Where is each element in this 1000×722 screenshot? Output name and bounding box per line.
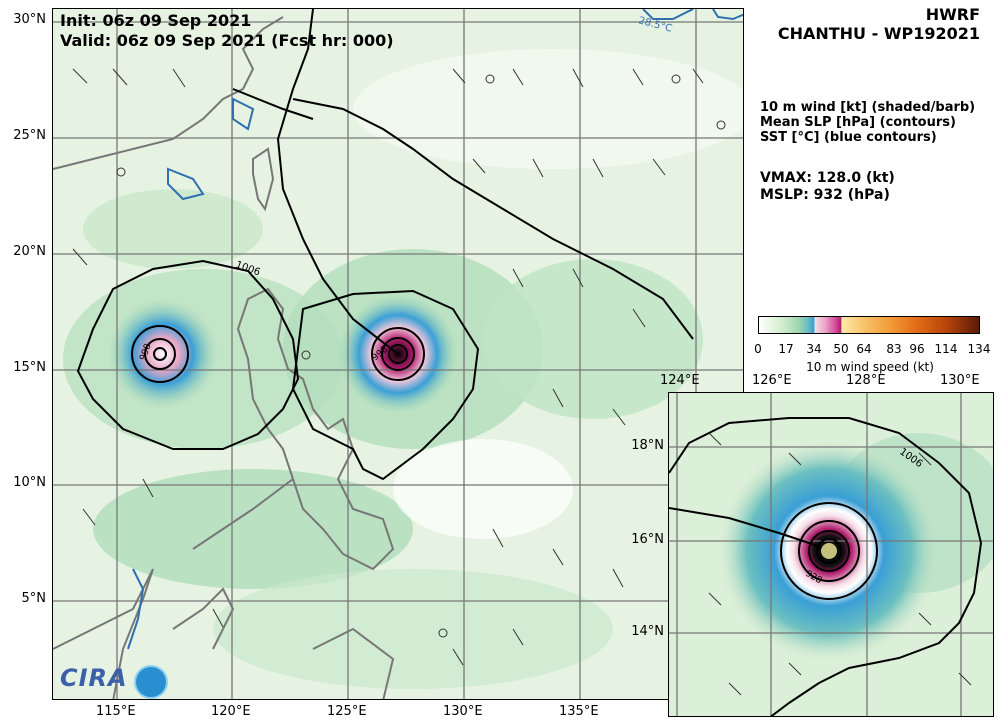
lat-label-5n: 5°N [21, 591, 47, 606]
init-valid-text: Init: 06z 09 Sep 2021 Valid: 06z 09 Sep … [60, 11, 394, 51]
lat-label-30n: 30°N [13, 12, 46, 27]
lat-lon-grid [53, 9, 743, 699]
cbar-tick-34: 34 [806, 342, 822, 356]
inset-map: 1006 928 [668, 392, 994, 717]
cbar-tick-17: 17 [778, 342, 794, 356]
cbar-tick-0: 0 [754, 342, 762, 356]
inset-lon-label-126e: 126°E [752, 373, 792, 388]
vmax-value: VMAX: 128.0 (kt) [760, 170, 895, 186]
title-block: HWRF CHANTHU - WP192021 [778, 5, 980, 43]
main-map: 1006 998 998 28.5°C [52, 8, 744, 700]
main-map-svg: 1006 998 998 28.5°C [53, 9, 743, 699]
inset-lat-label-18n: 18°N [631, 438, 664, 453]
legend-wind: 10 m wind [kt] (shaded/barb) [760, 100, 976, 115]
valid-time: Valid: 06z 09 Sep 2021 (Fcst hr: 000) [60, 31, 394, 50]
lon-label-135e: 135°E [559, 704, 599, 719]
west-storm-wind [108, 299, 218, 409]
ramm-logo-icon [134, 665, 168, 699]
lat-label-15n: 15°N [13, 360, 46, 375]
lat-label-20n: 20°N [13, 244, 46, 259]
cbar-tick-114: 114 [934, 342, 958, 356]
intensity-block: VMAX: 128.0 (kt) MSLP: 932 (hPa) [760, 170, 895, 204]
init-time: Init: 06z 09 Sep 2021 [60, 11, 252, 30]
coastlines [53, 16, 395, 699]
legend-sst: SST [°C] (blue contours) [760, 130, 937, 145]
storm-name: CHANTHU - WP192021 [777, 24, 980, 43]
markers [116, 74, 726, 638]
model-name: HWRF [925, 5, 980, 24]
wind-barbs [72, 68, 704, 666]
field-legend: 10 m wind [kt] (shaded/barb) Mean SLP [h… [760, 100, 975, 145]
colorbar-label: 10 m wind speed (kt) [806, 360, 934, 374]
inset-lon-label-130e: 130°E [940, 373, 980, 388]
inset-lon-label-124e: 124°E [660, 373, 700, 388]
cbar-tick-134: 134 [967, 342, 991, 356]
inset-mslp-contours [669, 417, 983, 716]
mslp-value: MSLP: 932 (hPa) [760, 187, 890, 203]
cbar-tick-83: 83 [886, 342, 902, 356]
cbar-tick-64: 64 [856, 342, 872, 356]
contour-chanthu-outer [371, 327, 425, 381]
inset-contour-outer [780, 502, 878, 600]
cbar-tick-96: 96 [909, 342, 925, 356]
lon-label-125e: 125°E [327, 704, 367, 719]
inset-lat-label-14n: 14°N [631, 624, 664, 639]
lon-label-115e: 115°E [96, 704, 136, 719]
lon-label-120e: 120°E [211, 704, 251, 719]
contour-1006-chanthu [291, 289, 480, 481]
inset-map-svg: 1006 928 [669, 393, 993, 716]
wind-colorbar [758, 316, 980, 334]
inset-lat-label-16n: 16°N [631, 532, 664, 547]
mslp-contours [76, 9, 694, 481]
contour-1006-west [76, 259, 300, 450]
contour-north [292, 98, 694, 340]
inset-lon-label-128e: 128°E [846, 373, 886, 388]
lat-label-10n: 10°N [13, 475, 46, 490]
sst-contours [127, 9, 743, 650]
inset-contour-1006 [669, 417, 983, 716]
legend-slp: Mean SLP [hPa] (contours) [760, 115, 956, 130]
inset-wind-barbs [708, 432, 972, 696]
lon-label-130e: 130°E [443, 704, 483, 719]
contour-998-west [131, 325, 189, 383]
lat-label-25n: 25°N [13, 128, 46, 143]
cbar-tick-50: 50 [833, 342, 849, 356]
cira-logo: CIRA [60, 664, 128, 692]
